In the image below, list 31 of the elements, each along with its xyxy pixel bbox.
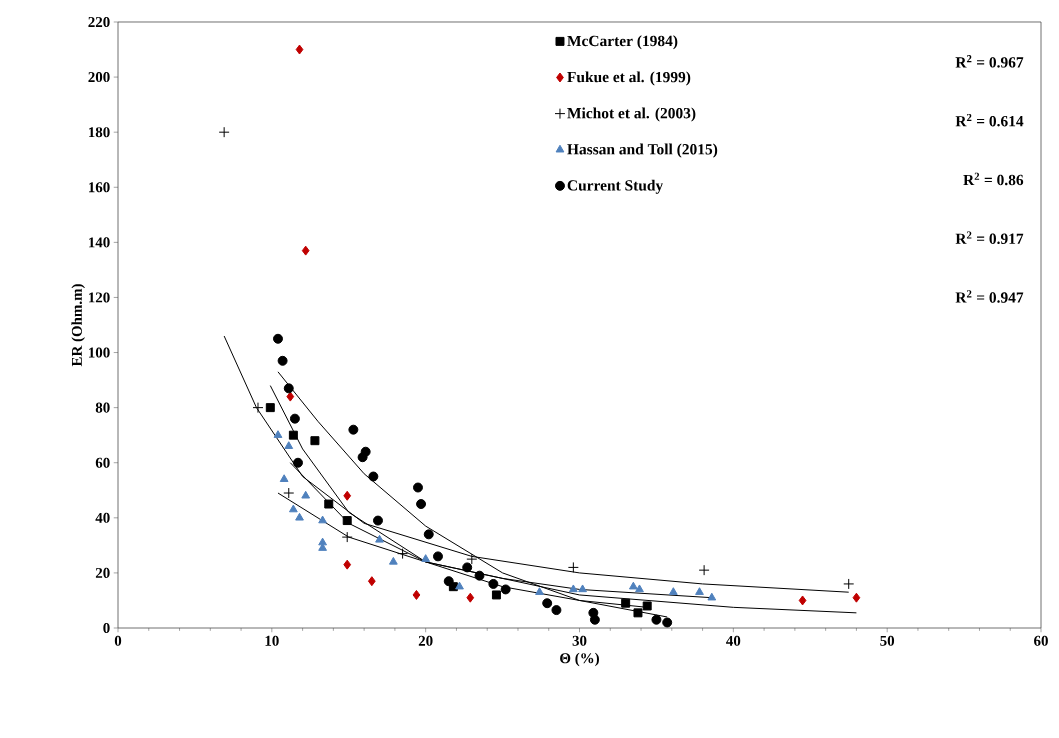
annotation: R$^{2}$ = 0.86 [963, 172, 1024, 186]
x-tick-label: 50 [880, 635, 895, 646]
y-tick-label: 140 [89, 237, 110, 248]
y-tick-label: 20 [95, 567, 110, 578]
annotation: R$^{2}$ = 0.614 [955, 113, 1024, 127]
y-tick-label: 40 [95, 512, 110, 523]
y-tick-label: 120 [89, 292, 110, 303]
y-tick-label: 60 [95, 457, 110, 468]
x-tick-label: 0 [114, 635, 122, 646]
legend-label: Michot et al. (2003) [567, 107, 696, 122]
annotation: R$^{2}$ = 0.947 [955, 290, 1024, 303]
legend-label: McCarter (1984) [567, 35, 678, 50]
y-tick-label: 200 [88, 72, 110, 83]
x-tick-label: 20 [418, 635, 433, 646]
y-tick-label: 160 [89, 182, 110, 193]
y-tick-label: 180 [89, 127, 110, 138]
y-tick-label: 100 [89, 347, 110, 358]
x-tick-label: 60 [1034, 635, 1048, 646]
legend-label: Current Study [567, 179, 664, 194]
x-tick-label: 30 [572, 635, 587, 646]
legend-label: Hassan and Toll (2015) [567, 143, 718, 158]
legend-label: Fukue et al. (1999) [567, 71, 691, 86]
annotation: R$^{2}$ = 0.967 [955, 55, 1024, 68]
y-tick-label: 220 [88, 16, 110, 28]
y-tick-label: 0 [103, 622, 110, 634]
x-tick-label: 10 [265, 635, 279, 646]
y-axis-title: ER (Ohm.m) [71, 284, 85, 367]
x-tick-label: 40 [726, 635, 741, 646]
x-axis-title: Θ (%) [560, 652, 599, 667]
annotation: R$^{2}$ = 0.917 [955, 231, 1024, 245]
y-tick-label: 80 [95, 402, 110, 413]
